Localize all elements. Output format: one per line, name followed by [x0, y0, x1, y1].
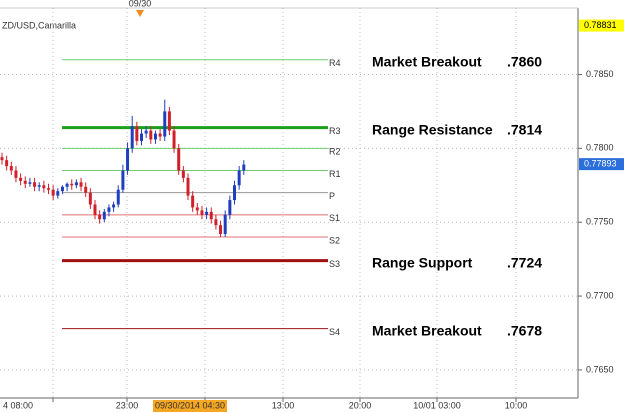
- candle-body: [149, 130, 153, 140]
- candle-body: [14, 170, 18, 178]
- candle-body: [237, 170, 241, 186]
- pivot-label: S2: [329, 235, 340, 245]
- candle-body: [23, 180, 27, 184]
- candle-body: [37, 185, 41, 187]
- annotation: Range Support: [372, 254, 473, 270]
- candle-body: [205, 211, 209, 215]
- pivot-label: R3: [329, 126, 341, 136]
- pivot-label: P: [329, 191, 335, 201]
- price-marker-label: 0.77893: [584, 159, 617, 169]
- candle-body: [70, 183, 74, 186]
- candle-body: [223, 214, 227, 235]
- candle-body: [219, 225, 223, 235]
- candle-body: [88, 192, 92, 205]
- candle-body: [93, 204, 97, 215]
- candle-body: [167, 111, 171, 131]
- candle-body: [177, 148, 181, 171]
- candle-body: [186, 177, 190, 196]
- candle-body: [84, 186, 88, 193]
- annotation-value: .7724: [507, 254, 542, 270]
- candle-body: [191, 195, 195, 208]
- candle-body: [200, 210, 204, 215]
- x-tick-label: 13:00: [272, 400, 295, 410]
- x-tick-label: 23:00: [116, 400, 139, 410]
- price-marker: [579, 19, 624, 32]
- candle-body: [42, 185, 46, 189]
- candle-body: [144, 130, 148, 134]
- x-tick-label: 20:00: [349, 400, 372, 410]
- annotation: Range Resistance: [372, 121, 493, 137]
- candle-body: [47, 188, 50, 190]
- top-date: 09/30: [129, 0, 152, 8]
- candle-body: [112, 204, 116, 208]
- candle-body: [33, 182, 37, 187]
- pivot-label: S4: [329, 327, 340, 337]
- pivot-label: R1: [329, 169, 341, 179]
- x-tick-label: 10:00: [505, 400, 528, 410]
- annotation-value: .7860: [507, 53, 542, 69]
- candle-body: [56, 191, 60, 196]
- candle-body: [74, 182, 78, 186]
- y-tick-label: 0.7850: [586, 69, 614, 79]
- candle-body: [60, 186, 64, 192]
- y-tick-label: 0.7800: [586, 143, 614, 153]
- price-marker-label: 0.78831: [584, 20, 617, 30]
- x-tick-label: 4 08:00: [3, 400, 33, 410]
- candle-body: [65, 183, 69, 187]
- candle-body: [233, 185, 236, 201]
- x-tick-label: 10/01 03:00: [413, 400, 461, 410]
- candle-body: [98, 214, 102, 220]
- candle-body: [79, 182, 83, 187]
- pivot-label: R4: [329, 58, 341, 68]
- pivot-label: S3: [329, 259, 340, 269]
- y-tick-label: 0.7750: [586, 217, 614, 227]
- candle-body: [0, 157, 4, 161]
- pivot-label: S1: [329, 213, 340, 223]
- y-tick-label: 0.7700: [586, 290, 614, 300]
- annotation-value: .7814: [507, 121, 542, 137]
- candle-body: [158, 133, 162, 137]
- annotation: Market Breakout: [372, 53, 482, 69]
- candle-body: [140, 133, 143, 141]
- candle-body: [228, 200, 232, 215]
- candle-body: [172, 130, 176, 149]
- pivot-label: R2: [329, 147, 341, 157]
- date-marker: [136, 10, 144, 17]
- candle-body: [163, 111, 167, 137]
- candle-body: [107, 207, 111, 212]
- annotation: Market Breakout: [372, 322, 482, 338]
- candle-body: [209, 211, 213, 220]
- candle-body: [153, 133, 157, 140]
- candle-body: [19, 177, 23, 181]
- candle-body: [116, 189, 120, 205]
- candle-body: [28, 182, 32, 184]
- x-tick-label: 09/30/2014 04:30: [155, 400, 225, 410]
- price-marker: [579, 158, 624, 171]
- annotation-value: .7678: [507, 322, 542, 338]
- candle-body: [5, 160, 9, 167]
- candle-body: [102, 211, 106, 220]
- candle-body: [121, 170, 125, 190]
- candle-body: [135, 126, 139, 141]
- candle-body: [130, 126, 134, 149]
- chart-title: ZD/USD,Camarilla: [2, 20, 76, 30]
- candle-body: [9, 166, 13, 171]
- candle-body: [181, 170, 185, 178]
- candle-body: [214, 219, 218, 226]
- candle-body: [51, 189, 55, 196]
- candle-body: [126, 148, 130, 171]
- x-label-highlight: [153, 400, 227, 412]
- candle-body: [242, 164, 246, 171]
- candle-body: [195, 207, 199, 211]
- y-tick-label: 0.7650: [586, 364, 614, 374]
